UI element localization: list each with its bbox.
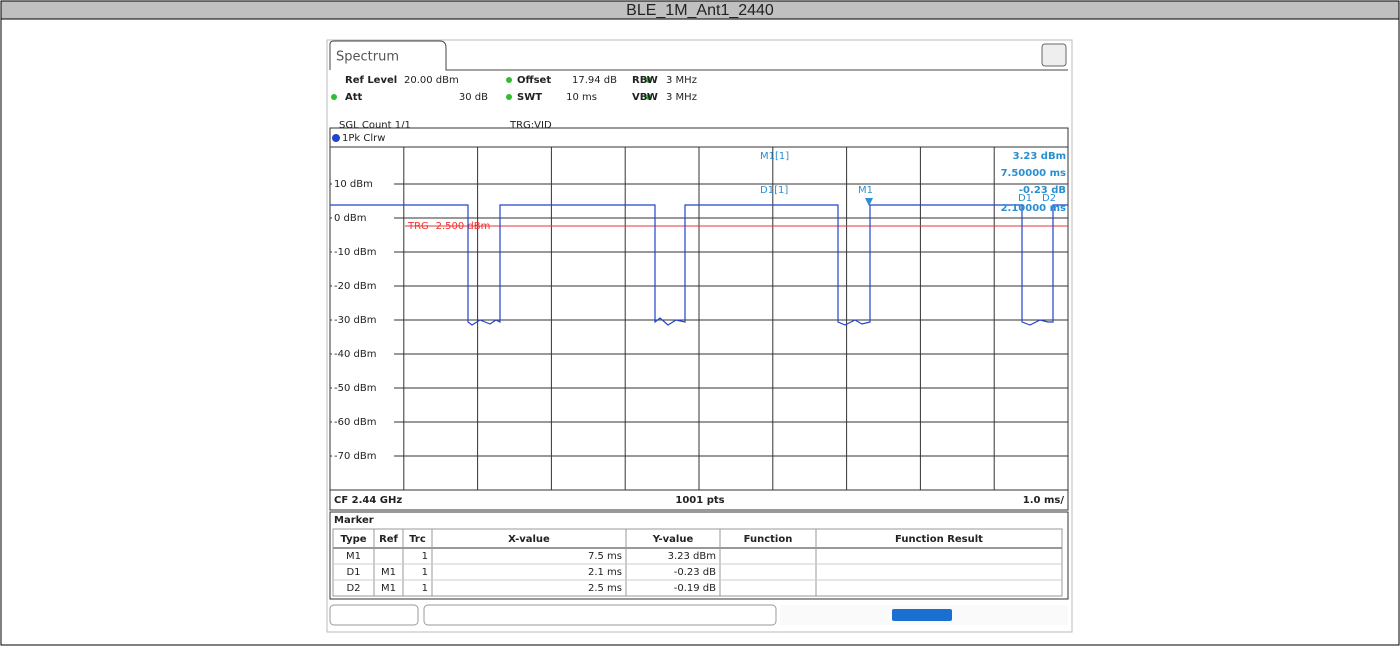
table-cell: D2 <box>346 583 360 594</box>
readout: M1[1] <box>760 151 789 162</box>
table-cell: 3.23 dBm <box>668 551 716 562</box>
y-label: 0 dBm <box>334 213 367 224</box>
setting-label: Att <box>345 92 363 103</box>
label-bg <box>332 313 394 327</box>
marker-label: M1 <box>858 185 873 196</box>
label-bg <box>332 415 394 429</box>
table-cell: 1 <box>422 567 428 578</box>
tab-label: Spectrum <box>336 50 399 65</box>
y-label: 10 dBm <box>334 179 373 190</box>
footer: 1001 pts <box>675 495 724 506</box>
y-label: -10 dBm <box>334 247 376 258</box>
y-label: -70 dBm <box>334 451 376 462</box>
y-label: -20 dBm <box>334 281 376 292</box>
setting-label: Offset <box>517 75 551 86</box>
setting-value: 3 MHz <box>666 75 697 86</box>
table-cell: 2.1 ms <box>588 567 622 578</box>
status-dot <box>646 77 652 83</box>
marker-table <box>329 511 1069 600</box>
count: SGL Count 1/1 <box>339 120 411 131</box>
y-label: -50 dBm <box>334 383 376 394</box>
readout: -0.23 dB <box>1019 185 1066 196</box>
trace-dot <box>332 134 340 142</box>
table-header: Y-value <box>652 534 694 545</box>
table-header: Ref <box>379 534 398 545</box>
table-body <box>332 528 1063 597</box>
header-bar <box>0 0 1400 20</box>
screen: Spectrum SGL Count 1/1 TRG:VID 1Pk Clrw … <box>326 39 1073 633</box>
title: BLE_1M_Ant1_2440 <box>626 2 774 19</box>
table-header: X-value <box>508 534 550 545</box>
footer: CF 2.44 GHz <box>334 495 402 506</box>
setting-label: SWT <box>517 92 542 103</box>
icon[interactable] <box>1041 43 1067 67</box>
label-bg <box>332 449 394 463</box>
marker-label: D1 <box>1018 193 1032 204</box>
trace <box>330 204 1068 326</box>
setting-value: 17.94 dB <box>572 75 617 86</box>
table-cell: 7.5 ms <box>588 551 622 562</box>
marker-label: D2 <box>1042 193 1056 204</box>
label-bg <box>332 347 394 361</box>
setting-label: VBW <box>632 92 658 103</box>
setting-value: 30 dB <box>459 92 488 103</box>
table-cell: M1 <box>381 567 396 578</box>
trigger: TRG:VID <box>509 120 552 131</box>
table-cell: 1 <box>422 551 428 562</box>
table-title: Marker <box>334 515 374 526</box>
table-cell: 2.5 ms <box>588 583 622 594</box>
table-cell: -0.23 dB <box>674 567 716 578</box>
setting-label: Ref Level <box>345 75 397 86</box>
tab <box>329 40 1068 71</box>
table-header: Function <box>744 534 793 545</box>
footer: 1.0 ms/ <box>1023 495 1065 506</box>
status-dot <box>506 77 512 83</box>
readout: D1[1] <box>760 185 788 196</box>
table-header: Type <box>340 534 366 545</box>
table-cell: 1 <box>422 583 428 594</box>
table-header: Trc <box>409 534 426 545</box>
y-label: -30 dBm <box>334 315 376 326</box>
setting-value: 20.00 dBm <box>404 75 459 86</box>
table-cell: M1 <box>346 551 361 562</box>
readout: 3.23 dBm <box>1013 151 1066 162</box>
marker-m1 <box>865 198 873 206</box>
table-cell: D1 <box>346 567 360 578</box>
label-bg <box>332 245 394 259</box>
setting-value: 3 MHz <box>666 92 697 103</box>
trigger-level: TRG -2.500 dBm <box>407 221 490 232</box>
label-bg <box>332 177 394 191</box>
table-cell: -0.19 dB <box>674 583 716 594</box>
table-cell: M1 <box>381 583 396 594</box>
setting-label: RBW <box>632 75 658 86</box>
readout: 7.50000 ms <box>1001 168 1066 179</box>
status-dot <box>506 94 512 100</box>
status-dot <box>646 94 652 100</box>
table: Type Ref Trc X-value Y-value Function Function… <box>332 528 1063 597</box>
grid <box>330 147 1068 491</box>
y-label: -60 dBm <box>334 417 376 428</box>
setting-value: 10 ms <box>566 92 597 103</box>
trace-label: 1Pk Clrw <box>342 133 385 144</box>
label-bg <box>332 381 394 395</box>
status-field <box>423 604 777 626</box>
table-header: Function Result <box>895 534 983 545</box>
button[interactable] <box>329 604 419 626</box>
y-label: -40 dBm <box>334 349 376 360</box>
label-bg <box>332 279 394 293</box>
readout: 2.10000 ms <box>1001 203 1066 214</box>
status-dot <box>331 94 337 100</box>
label-bg <box>332 211 394 225</box>
progress <box>892 609 952 621</box>
